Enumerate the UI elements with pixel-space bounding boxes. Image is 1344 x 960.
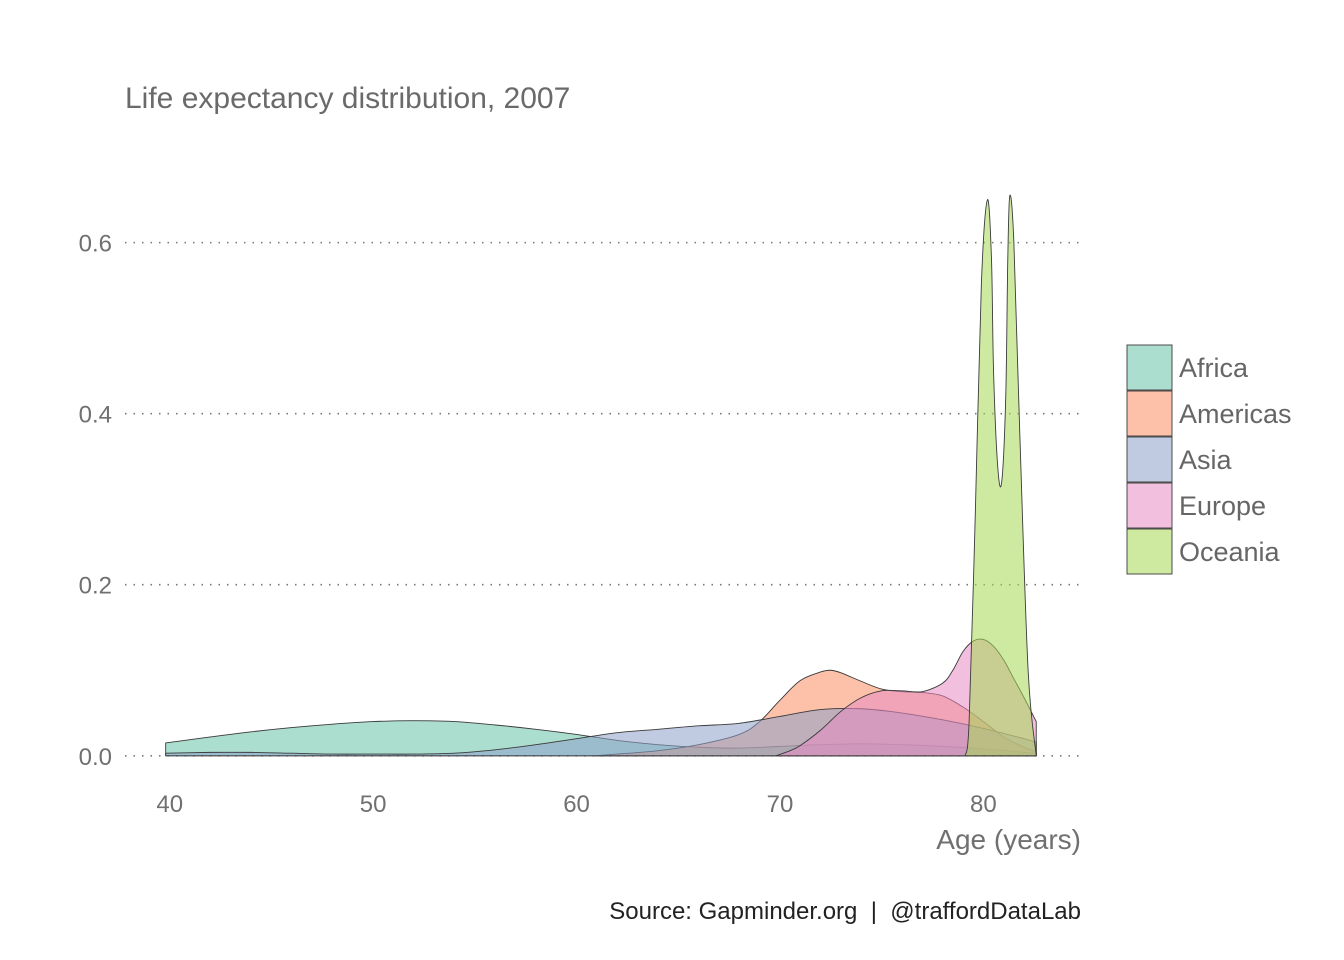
- y-axis: 0.0 0.2 0.4 0.6: [79, 231, 112, 771]
- x-tick-label: 40: [156, 791, 183, 818]
- y-tick-label: 0.2: [79, 573, 112, 600]
- legend-swatch-americas: [1126, 390, 1173, 437]
- gridlines: [125, 241, 1079, 757]
- x-tick-label: 50: [360, 791, 387, 818]
- legend-label-oceania: Oceania: [1179, 537, 1281, 567]
- x-axis: 40 50 60 70 80: [156, 791, 996, 818]
- x-axis-label: Age (years): [936, 824, 1081, 855]
- x-tick-label: 60: [563, 791, 590, 818]
- y-tick-label: 0.0: [79, 744, 112, 771]
- legend: Africa Americas Asia Europe Oceania: [1126, 344, 1292, 575]
- y-tick-label: 0.6: [79, 231, 112, 258]
- chart-caption: Source: Gapminder.org | @traffordDataLab: [609, 898, 1081, 925]
- density-areas: [165, 194, 1037, 757]
- legend-label-americas: Americas: [1179, 399, 1292, 429]
- y-tick-label: 0.4: [79, 402, 112, 429]
- chart-title: Life expectancy distribution, 2007: [125, 82, 570, 115]
- density-area-oceania: [964, 194, 1037, 757]
- x-tick-label: 70: [767, 791, 794, 818]
- x-tick-label: 80: [970, 791, 997, 818]
- legend-swatch-asia: [1126, 436, 1173, 483]
- legend-swatch-africa: [1126, 344, 1173, 391]
- legend-swatch-europe: [1126, 482, 1173, 529]
- legend-label-asia: Asia: [1179, 445, 1233, 475]
- legend-label-africa: Africa: [1179, 353, 1249, 383]
- legend-swatch-oceania: [1126, 528, 1173, 575]
- legend-label-europe: Europe: [1179, 491, 1266, 521]
